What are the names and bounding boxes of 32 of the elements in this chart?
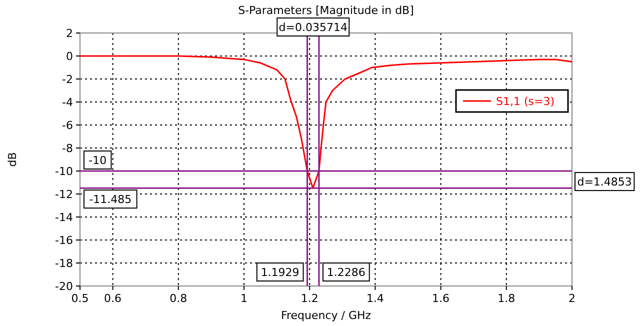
y-tick-label: -20 [55,280,73,293]
y-tick-label: -2 [62,73,73,86]
x-tick-label: 1.4 [366,292,384,305]
x-axis-title: Frequency / GHz [280,309,372,322]
x-tick-label: 1.2 [300,292,318,305]
chart-title: S-Parameters [Magnitude in dB] [238,4,414,17]
y-tick-label: -12 [55,188,73,201]
x-tick-label: 0.5 [71,292,89,305]
y-tick-label: -4 [62,96,73,109]
x-tick-label: 1.8 [498,292,516,305]
text: d=1.4853 [577,176,632,189]
y-tick-label: -16 [55,234,73,247]
ref-line-label: 1.2286 [326,266,366,279]
y-tick-label: -6 [62,119,73,132]
x-tick-label: 0.8 [170,292,188,305]
y-axis-title: dB [6,152,19,167]
line-series [79,55,573,189]
x-tick-label: 2 [568,292,576,305]
x-tick-label: 1 [240,292,248,305]
y-tick-label: -18 [55,257,73,270]
x-tick-label: 1.6 [432,292,450,305]
legend-label: S1,1 (s=3) [496,95,555,108]
y-tick-label: 0 [66,50,73,63]
ref-line-label: 1.1929 [260,266,300,279]
y-tick-label: -8 [62,142,73,155]
x-tick-label: 0.6 [104,292,122,305]
y-tick-label: 2 [66,27,73,40]
y-tick-label: -14 [55,211,73,224]
ref-line-label: -11.485 [89,193,132,206]
ref-line-label: -10 [88,154,107,167]
y-tick-label: -10 [55,165,73,178]
annotation: d=0.035714 [278,21,348,34]
